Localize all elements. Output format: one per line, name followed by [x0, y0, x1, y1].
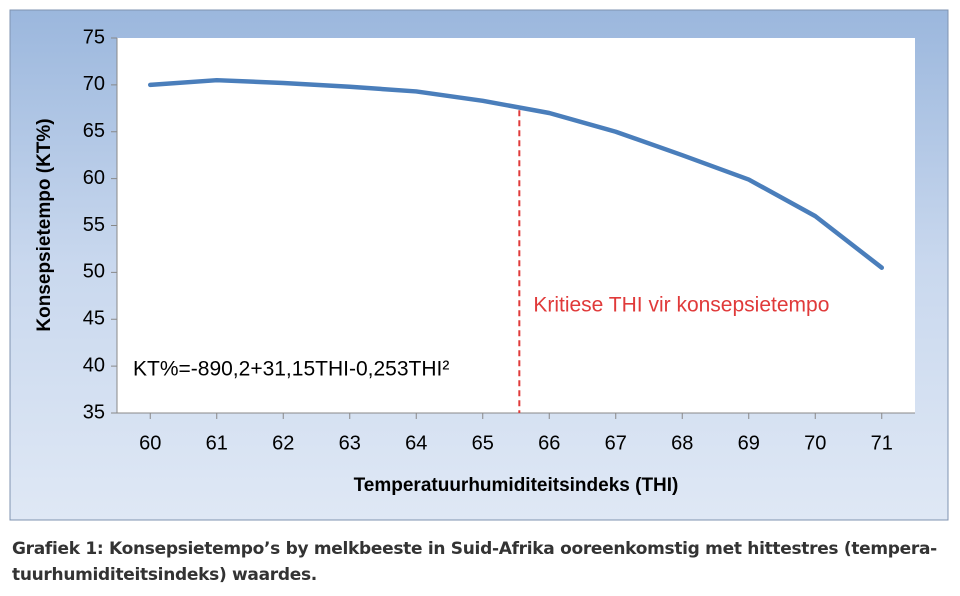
- formula: KT%=-890,2+31,15THI-0,253THI²: [133, 358, 449, 381]
- x-tick-label: 64: [405, 432, 427, 454]
- y-tick-label: 65: [83, 120, 105, 142]
- x-tick-label: 62: [272, 432, 294, 454]
- data-line: [148, 77, 884, 270]
- y-tick-label: 45: [83, 308, 105, 330]
- x-tick-label: 70: [804, 432, 826, 454]
- y-tick-label: 40: [83, 354, 105, 376]
- caption-line: Grafiek 1: Konsepsietempo’s by melkbeest…: [12, 539, 937, 559]
- x-tick-label: 60: [139, 432, 161, 454]
- y-tick-label: 50: [83, 261, 105, 283]
- y-tick-label: 75: [83, 26, 105, 48]
- x-axis-label: Temperatuurhumiditeitsindeks (THI): [354, 475, 679, 496]
- y-tick-label: 55: [83, 214, 105, 236]
- critical-label: Kritiese THI vir konsepsietempo: [533, 294, 829, 317]
- caption-line: tuurhumiditeitsindeks) waardes.: [12, 565, 317, 585]
- x-tick-label: 65: [472, 432, 494, 454]
- y-tick-label: 35: [83, 401, 105, 423]
- x-tick-label: 63: [339, 432, 361, 454]
- x-tick-label: 61: [206, 432, 228, 454]
- y-tick-label: 60: [83, 167, 105, 189]
- chart: Konsepsietempo (KT%) Temperatuurhumidite…: [9, 9, 949, 521]
- caption: Grafiek 1: Konsepsietempo’s by melkbeest…: [12, 536, 948, 588]
- x-tick-label: 68: [671, 432, 693, 454]
- plot-area: [117, 38, 915, 413]
- x-tick-label: 69: [738, 432, 760, 454]
- y-tick-label: 70: [83, 73, 105, 95]
- x-tick-label: 71: [871, 432, 893, 454]
- y-axis-label: Konsepsietempo (KT%): [34, 118, 55, 331]
- x-tick-label: 66: [538, 432, 560, 454]
- x-tick-label: 67: [605, 432, 627, 454]
